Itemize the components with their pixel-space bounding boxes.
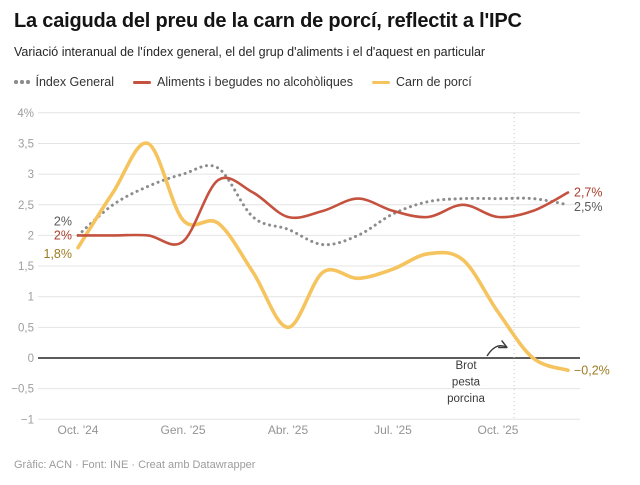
x-axis-tick-label: Abr. '25 [268,423,309,437]
annotation-arrow-icon [486,340,508,357]
y-axis-tick-label: 3,5 [18,138,34,150]
x-axis-tick-label: Oct. '24 [58,423,99,437]
annotation-brot-pesta-porcina: Brot pesta porcina [447,340,508,405]
series-end-value-label: 2,5% [574,200,603,214]
chart-title: La caiguda del preu de la carn de porcí,… [14,10,522,32]
series-line-carn-porci [76,141,570,373]
chart-subtitle: Variació interanual de l'índex general, … [14,45,486,59]
legend-label: Aliments i begudes no alcohòliques [157,75,353,89]
y-axis-tick-label: 0 [28,353,34,365]
series-start-value-label: 2% [54,228,72,242]
x-axis-tick-label: Gen. '25 [161,423,206,437]
series-start-value-label: 2% [54,214,72,228]
series-end-value-label: −0,2% [574,363,610,377]
legend-item-aliments: Aliments i begudes no alcohòliques [133,75,353,89]
y-axis-tick-label: 4% [17,108,34,120]
series-start-value-label: 1,8% [44,247,73,261]
chart-svg: 4% 3,5 3 2,5 2 1,5 1 0,5 0 −0,5 −1 Oct. '24 Gen. '25… [11,108,610,437]
series-line-aliments [76,176,570,246]
chart-legend: Índex General Aliments i begudes no alco… [14,75,472,89]
legend-item-index-general: Índex General [14,75,114,89]
y-axis-tick-label: −0,5 [11,384,34,396]
x-axis-tick-label: Oct. '25 [478,423,519,437]
series-end-value-label: 2,7% [574,185,603,199]
grid: 4% 3,5 3 2,5 2 1,5 1 0,5 0 −0,5 −1 [11,108,580,426]
y-axis-tick-label: 2 [28,230,34,242]
y-axis-tick-label: −1 [21,414,34,426]
x-axis-tick-label: Jul. '25 [374,423,412,437]
solid-line-icon [372,80,390,84]
series-line-index-general [76,163,570,247]
solid-line-icon [133,80,152,84]
annotation-text-line: pesta [452,377,481,389]
legend-item-carn-porci: Carn de porcí [372,75,472,89]
y-axis-tick-label: 3 [28,169,34,181]
y-axis-tick-label: 0,5 [18,322,34,334]
footer-credit: Gràfic: ACN · Font: INE · Creat amb Data… [14,459,256,471]
y-axis-tick-label: 1,5 [18,261,34,273]
dotted-line-icon [14,80,30,84]
y-axis-tick-label: 1 [28,292,34,304]
y-axis-tick-label: 2,5 [18,200,34,212]
annotation-text-line: Brot [455,360,477,372]
legend-label: Índex General [35,75,115,89]
legend-label: Carn de porcí [396,75,472,89]
annotation-text-line: porcina [447,393,485,405]
